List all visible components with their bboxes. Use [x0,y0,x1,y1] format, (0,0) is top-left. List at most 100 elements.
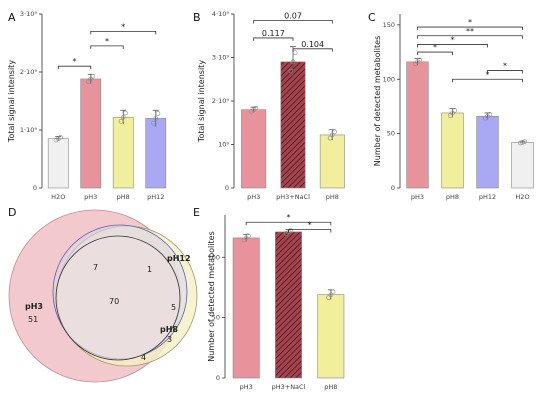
venn-region-ph12-only: 1 [147,265,152,274]
replicate-point [520,140,525,145]
y-axis-label: Number of detected metabolites [207,231,216,361]
venn-set-ph12: pH12 [167,254,191,263]
replicate-point [288,68,294,74]
x-tick-label: H2O [51,193,65,201]
significance-label: 0.104 [301,40,324,49]
significance-label: * [121,22,125,31]
x-tick-label: pH3 [411,193,424,201]
significance-bracket [253,20,333,24]
bar [319,134,345,189]
significance-bracket [487,70,523,74]
replicate-point [151,120,156,126]
y-tick-label: 3·10⁹ [20,10,37,18]
x-tick-label: pH12 [147,193,164,201]
y-tick-label: 10⁹ [218,141,229,149]
bar [280,61,306,189]
y-tick-label: 0 [225,184,229,192]
y-tick-label: 2·10⁹ [212,97,229,105]
significance-bracket [90,45,124,49]
venn-region-all: 70 [109,297,119,306]
significance-bracket [417,26,523,31]
x-tick-label: pH3 [240,383,253,391]
significance-bracket [417,51,453,56]
y-tick-label: 100 [208,253,220,261]
significance-bracket [417,44,488,48]
replicate-point [327,135,333,141]
significance-label: * [105,37,109,46]
venn-set-ph8: pH8 [160,325,178,334]
replicate-point [246,233,251,239]
significance-label: * [308,220,312,229]
y-tick-label: 50 [212,314,220,322]
replicate-point [330,132,335,138]
bar [476,115,499,189]
significance-bracket [90,31,157,35]
significance-bracket [452,78,523,83]
y-tick-label: 2·10⁹ [20,68,37,76]
y-axis-label: Total signal intensity [197,60,206,143]
replicate-point [88,76,94,82]
x-tick-label: H2O [515,193,529,201]
panel-label-b: B [193,11,201,24]
venn-region-ph3-ph8: 4 [141,353,146,362]
bar [275,231,302,379]
venn-set-ph3: pH3 [25,302,43,311]
x-tick-label: pH12 [479,193,496,201]
x-tick-label: pH8 [446,193,459,201]
replicate-point [86,79,91,85]
significance-bracket [288,229,332,233]
x-tick-label: pH8 [117,193,130,201]
replicate-point [487,111,493,117]
replicate-point [326,295,331,300]
venn-region-ph12-ph8: 5 [171,303,176,312]
bar [317,294,345,379]
replicate-point [120,114,126,120]
replicate-point [330,289,336,295]
replicate-point [118,119,124,124]
y-tick-label: 3·10⁹ [212,54,229,62]
significance-label: * [468,18,472,27]
y-axis-label: Total signal intensity [7,60,16,143]
significance-label: 0.07 [284,12,302,21]
y-tick-label: 4·10⁹ [212,10,229,18]
replicate-point [58,135,63,140]
x-tick-label: pH8 [324,383,337,391]
bar [241,109,267,189]
significance-label: * [486,70,490,79]
panel-label-d: D [8,206,16,219]
y-tick-label: 0 [391,184,395,192]
significance-bracket [245,221,332,226]
x-tick-label: pH8 [326,193,339,201]
replicate-point [155,111,161,116]
chart-b: 0 10⁹ 2·10⁹ 3·10⁹ 4·10⁹ Total signal intensit… [197,10,345,201]
y-axis-label: Number of detected metabolites [373,36,382,166]
replicate-point [253,105,259,111]
bar [80,78,102,189]
significance-label: * [503,62,507,71]
venn-region-ph3-only: 51 [28,315,38,324]
venn-diagram: pH3 51 pH12 1 pH8 3 7 5 4 70 [8,209,198,383]
bar [406,61,429,189]
y-tick-label: 100 [383,75,395,83]
venn-region-ph8-only: 3 [167,335,172,344]
significance-bracket [57,65,92,70]
chart-a: 0 1·10⁹ 2·10⁹ 3·10⁹ Total signal intensity H2… [7,10,167,201]
bar [112,116,134,189]
panel-label-a: A [8,11,16,24]
y-tick-label: 50 [387,130,395,138]
panel-label-c: C [368,11,376,24]
x-tick-label: pH3 [247,193,260,201]
significance-label: ** [466,27,474,36]
y-tick-label: 0 [216,374,220,382]
venn-region-ph3-ph12: 7 [93,263,98,272]
bar [232,237,260,379]
bar [441,112,464,189]
x-tick-label: pH3 [84,193,97,201]
x-tick-label: pH3+NaCl [276,193,310,201]
bar [145,118,167,189]
panel-label-e: E [193,206,200,219]
significance-bracket [253,37,294,41]
significance-label: 0.117 [262,29,285,38]
